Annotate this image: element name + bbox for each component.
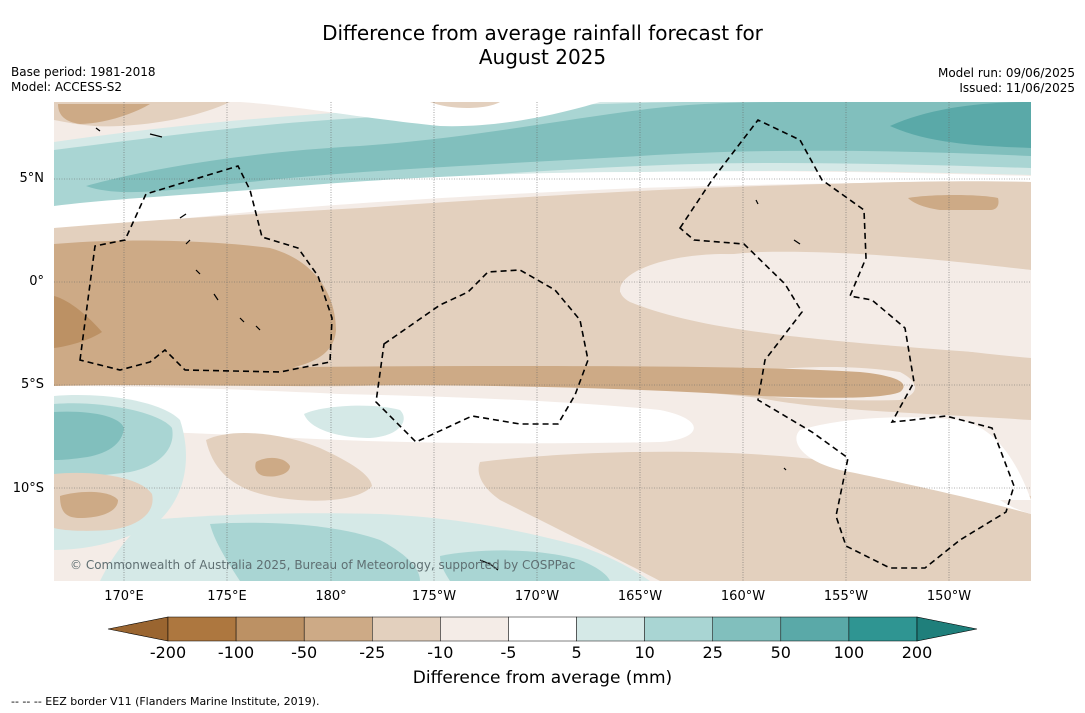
small-wet-patch [304,405,404,438]
colorbar-cell [440,616,509,642]
colorbar-tick-label: 5 [571,643,582,662]
eez-legend: -- -- -- EEZ border V11 (Flanders Marine… [11,695,320,708]
north-white-patch [240,102,600,127]
islands [95,127,801,571]
colorbar-tick-label: -100 [217,643,255,662]
south-wet-band-10 [210,522,420,581]
colorbar-title: Difference from average (mm) [412,668,673,688]
colorbar-cell [780,616,850,642]
eez-borders [79,118,1015,569]
lat-label: 10°S [12,481,44,496]
colorbar [107,616,978,642]
base-period: Base period: 1981-2018 [11,65,156,79]
copyright-notice: © Commonwealth of Australia 2025, Bureau… [70,558,576,572]
lon-label: 180° [315,589,347,604]
colorbar-over-arrow [916,616,978,642]
colorbar-cell [372,616,441,642]
colorbar-cell [712,616,782,642]
lat-label: 5°S [20,377,44,392]
north-white-strip [54,171,1031,228]
colorbar-tick-label: 10 [634,643,655,662]
south-wet-band-10-east [440,550,610,581]
east-dry-patch [908,195,999,210]
colorbar-cell [303,616,373,642]
north-wet-band-50 [890,102,1031,148]
metadata-right: Model run: 09/06/2025 Issued: 11/06/2025 [938,66,1075,96]
west-dry-deep [54,296,102,348]
southeast-dry-band [478,451,1031,581]
colorbar-under-arrow [107,616,169,642]
map-field [54,102,1031,581]
metadata-left: Base period: 1981-2018 Model: ACCESS-S2 [11,65,156,95]
lon-label: 150°W [926,589,972,604]
lon-label: 175°W [411,589,457,604]
model-run: Model run: 09/06/2025 [937,66,1075,80]
west-dry-core [54,240,336,374]
colorbar-tick-label: -5 [500,643,517,662]
north-wet-band-25 [86,102,1031,193]
colorbar-cell [167,616,237,642]
south-dry-island-core [255,457,290,477]
issued-date: Issued: 11/06/2025 [959,81,1075,95]
title-line-1: Difference from average rainfall forecas… [322,21,763,45]
eez-border-east [678,118,1015,569]
north-dry-core [58,104,150,124]
colorbar-cell [576,616,645,642]
lat-label: 5°N [19,171,45,186]
southwest-wet-25 [54,411,124,460]
colorbar-tick-label: -50 [291,643,318,662]
model-name: Model: ACCESS-S2 [11,80,123,94]
colorbar-tick-label: -25 [359,643,386,662]
lon-label: 170°E [104,589,144,604]
central-light-patch [620,251,1031,358]
north-dry-small [430,102,500,108]
colorbar-tick-label: 100 [833,643,865,662]
southeast-white-patch [796,417,1031,514]
title-line-2: August 2025 [478,45,607,69]
colorbar-cell [235,616,305,642]
colorbar-cell [848,616,918,642]
lon-label: 160°W [720,589,766,604]
lon-label: 170°W [514,589,560,604]
lon-label: 175°E [207,589,247,604]
colorbar-tick-label: 25 [702,643,723,662]
southwest-dry-core [60,491,118,518]
lon-label: 155°W [823,589,869,604]
colorbar-tick-label: 50 [770,643,791,662]
colorbar-tick-label: -200 [149,643,187,662]
lat-label: 0° [29,274,44,289]
colorbar-cell [644,616,713,642]
colorbar-tick-label: 200 [901,643,933,662]
south-central-dry-band [54,366,904,398]
colorbar-tick-label: -10 [427,643,454,662]
lon-label: 165°W [617,589,663,604]
map-title: Difference from average rainfall forecas… [0,21,1085,69]
southeast-light-strip [1000,500,1031,514]
colorbar-cell [508,616,577,642]
